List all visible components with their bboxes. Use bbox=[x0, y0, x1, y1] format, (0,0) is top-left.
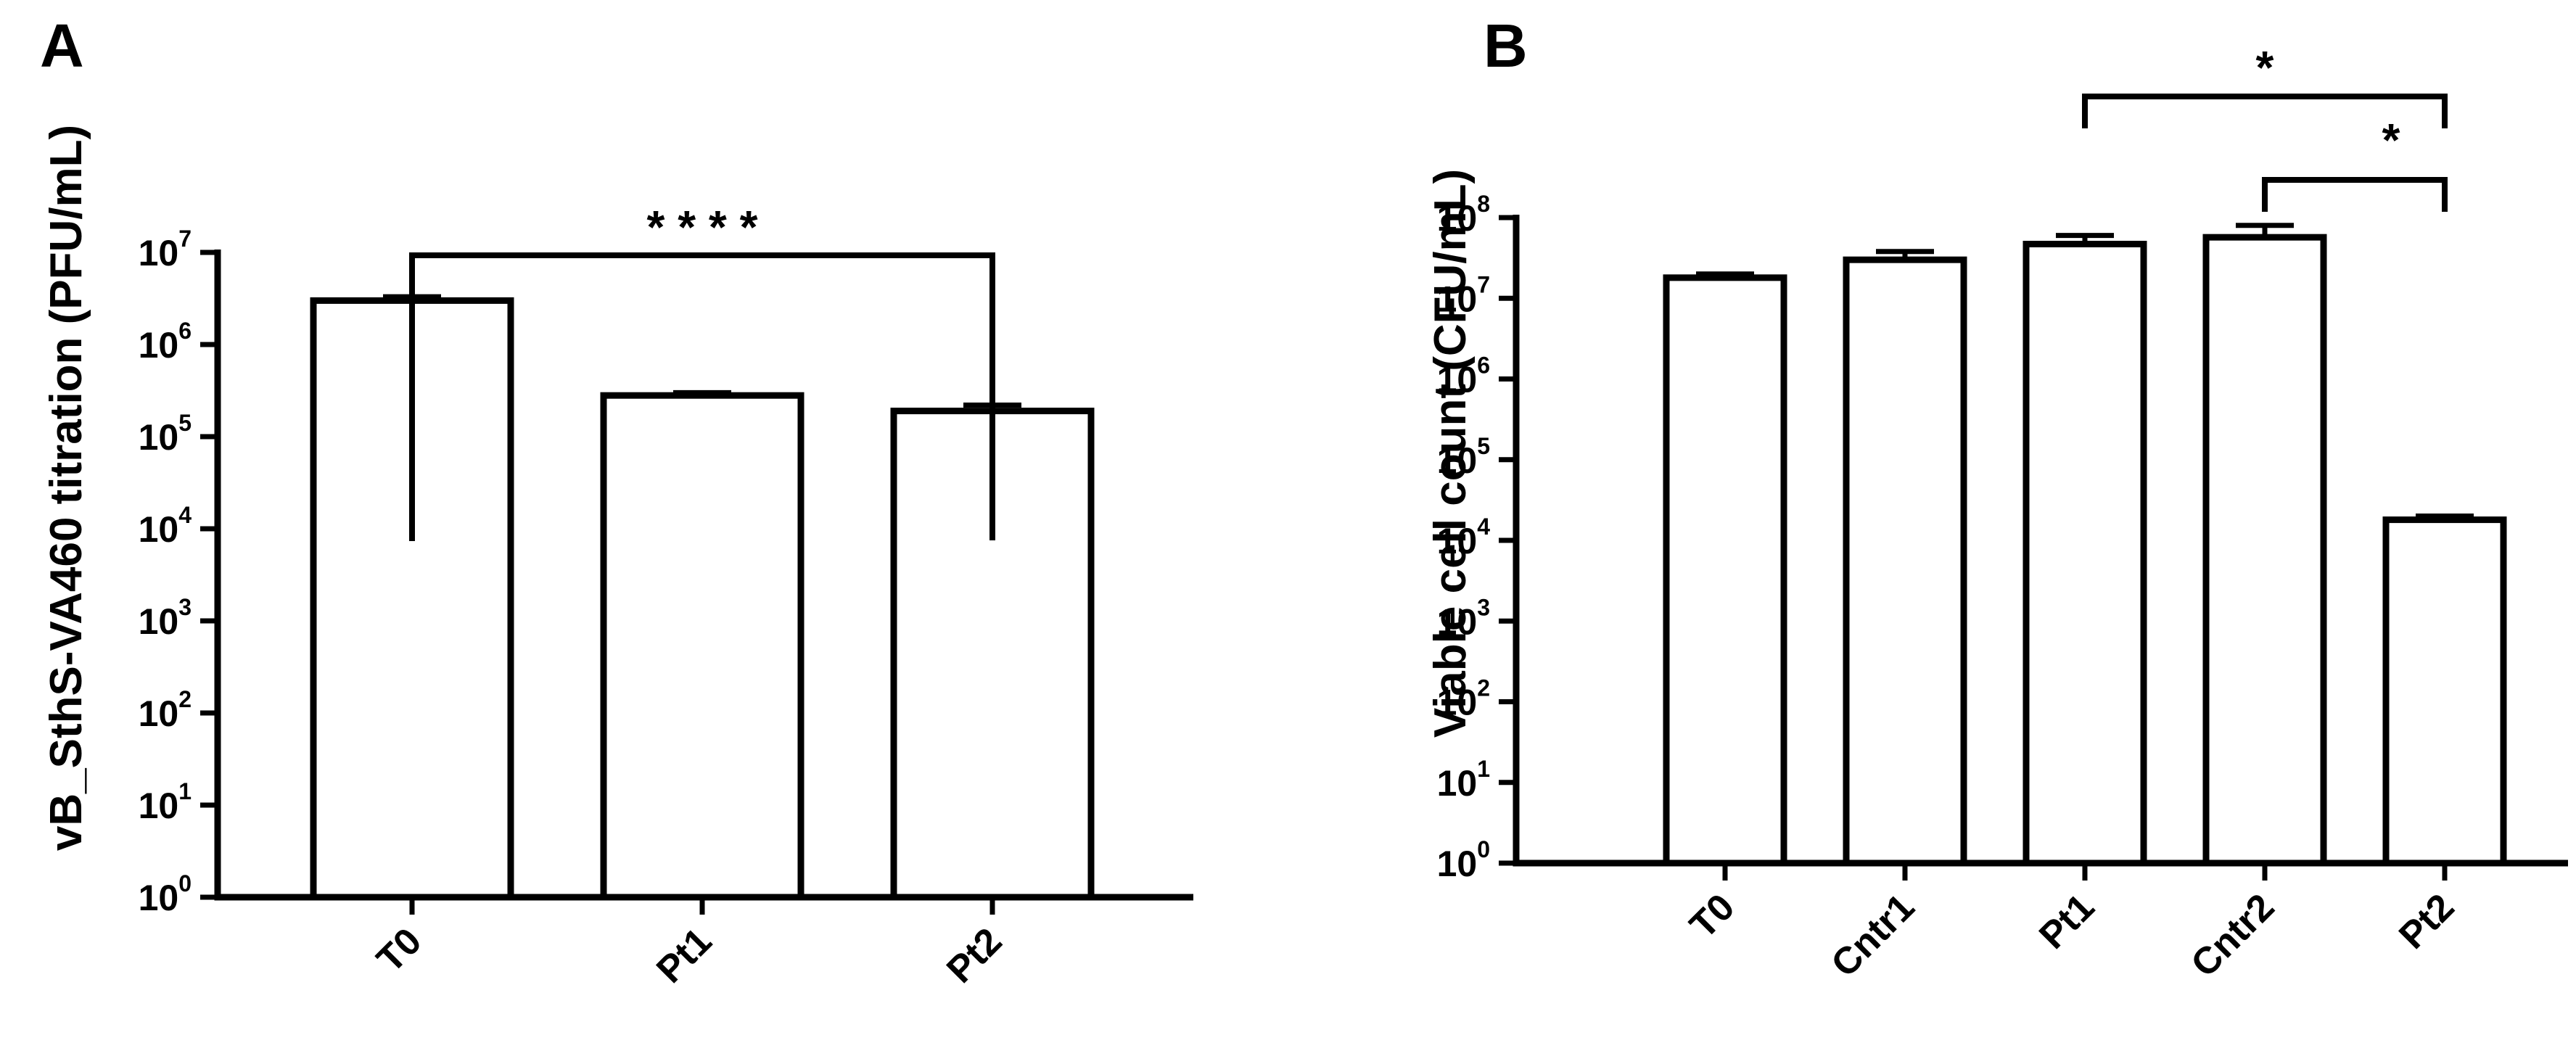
y-axis-title: Viable cell count (CFU/mL) bbox=[1425, 169, 1476, 738]
significance-bracket bbox=[409, 252, 995, 541]
panel-b-letter: B bbox=[1484, 12, 1528, 80]
bar-cntr1 bbox=[1843, 256, 1967, 867]
y-axis-title: vB_SthS-VA460 titration (PFU/mL) bbox=[41, 125, 91, 851]
y-tick-label: 107 bbox=[1437, 271, 1490, 319]
y-tick-label: 105 bbox=[1437, 433, 1490, 481]
y-tick-label: 105 bbox=[139, 410, 192, 458]
bar-pt1 bbox=[2022, 240, 2147, 867]
panel-a-chart: A 100 101 102 103 104 105 106 107 vB_SthS-VA460 … bbox=[40, 12, 1193, 992]
y-tick-label: 106 bbox=[1437, 353, 1490, 400]
y-tick-label: 100 bbox=[139, 870, 192, 918]
y-tick-label: 102 bbox=[139, 686, 192, 734]
y-tick-label: 104 bbox=[1437, 514, 1491, 561]
y-tick-label: 101 bbox=[1437, 756, 1490, 804]
significance-label: * bbox=[2256, 41, 2274, 94]
y-tick-label: 103 bbox=[139, 594, 192, 642]
bar-cntr2 bbox=[2202, 234, 2327, 867]
y-tick-label: 108 bbox=[1437, 191, 1490, 239]
significance-label: * bbox=[2382, 114, 2400, 166]
bar-t0 bbox=[1663, 274, 1787, 867]
significance-label: * * * * bbox=[647, 201, 758, 253]
bar-pt1 bbox=[600, 392, 805, 901]
panel-a-letter: A bbox=[40, 12, 84, 80]
x-tick-label-pt1: Pt1 bbox=[649, 920, 720, 991]
bar-pt2 bbox=[2382, 516, 2507, 867]
y-tick-label: 106 bbox=[139, 318, 192, 366]
y-tick-label: 107 bbox=[139, 226, 192, 273]
x-tick-label-cntr2: Cntr2 bbox=[2183, 886, 2282, 985]
y-tick-label: 101 bbox=[139, 778, 192, 826]
x-tick-label-cntr1: Cntr1 bbox=[1823, 886, 1922, 985]
y-tick-label: 104 bbox=[139, 502, 192, 550]
x-tick-label-pt1: Pt1 bbox=[2031, 886, 2102, 957]
y-tick-label: 102 bbox=[1437, 675, 1490, 723]
x-tick-label-pt2: Pt2 bbox=[2391, 886, 2462, 957]
significance-bracket bbox=[2262, 177, 2448, 212]
x-tick-label-t0: T0 bbox=[369, 920, 430, 981]
y-tick-label: 103 bbox=[1437, 594, 1490, 642]
x-tick-label-t0: T0 bbox=[1682, 886, 1743, 947]
significance-bracket bbox=[2082, 94, 2448, 128]
x-tick-label-pt2: Pt2 bbox=[939, 920, 1010, 991]
y-tick-label: 100 bbox=[1437, 836, 1490, 884]
